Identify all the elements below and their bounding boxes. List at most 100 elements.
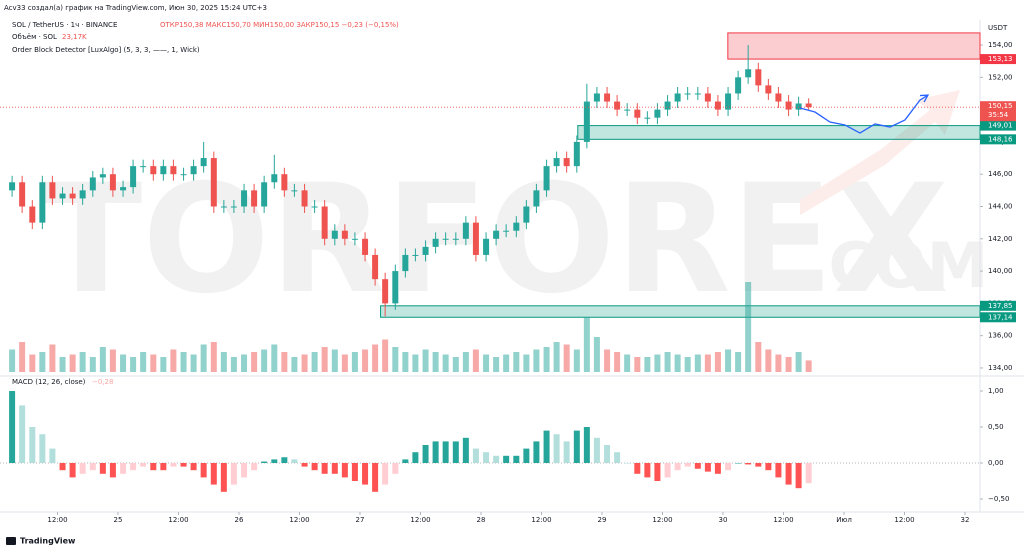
price-label: 149,01 bbox=[988, 122, 1013, 130]
volume-bar bbox=[351, 352, 358, 372]
macd-bar bbox=[493, 455, 500, 463]
macd-bar bbox=[180, 462, 187, 467]
volume-bar bbox=[331, 349, 338, 372]
candle-body bbox=[140, 166, 147, 168]
volume-bar bbox=[684, 357, 691, 372]
volume-bar bbox=[735, 352, 742, 372]
candle-body bbox=[412, 254, 419, 256]
macd-bar bbox=[69, 462, 76, 478]
author-line: Acv33 создал(а) график на TradingView.co… bbox=[4, 4, 267, 12]
price-label-bg bbox=[980, 134, 1016, 145]
candle-body bbox=[180, 174, 187, 176]
x-tick-label: 28 bbox=[477, 516, 486, 524]
candle-body bbox=[261, 182, 268, 207]
volume-bar bbox=[432, 352, 439, 372]
volume-bar bbox=[523, 354, 530, 372]
volume-bar bbox=[382, 339, 389, 372]
candle-body bbox=[39, 182, 46, 223]
volume-bar bbox=[553, 342, 560, 372]
candle-body bbox=[29, 206, 36, 223]
volume-bar bbox=[19, 342, 26, 372]
candle-body bbox=[805, 103, 812, 108]
volume-bar bbox=[9, 349, 16, 372]
macd-bar bbox=[614, 452, 621, 463]
macd-bar bbox=[634, 462, 641, 474]
volume-bar bbox=[472, 349, 479, 372]
volume-bar bbox=[180, 352, 187, 372]
volume-bar bbox=[614, 352, 621, 372]
candle-body bbox=[745, 69, 752, 78]
macd-last: −0,28 bbox=[92, 378, 113, 386]
y-tick-label: 134,00 bbox=[988, 364, 1013, 372]
volume-bar bbox=[362, 349, 369, 372]
macd-bar bbox=[210, 462, 217, 485]
volume-bar bbox=[321, 347, 328, 372]
volume-bar bbox=[462, 352, 469, 372]
volume-bar bbox=[120, 354, 127, 372]
candle-body bbox=[483, 238, 490, 255]
candle-body bbox=[452, 238, 459, 240]
volume-bar bbox=[59, 357, 66, 372]
watermark-text: TORFOREX bbox=[40, 153, 949, 327]
candle-body bbox=[462, 222, 469, 239]
x-tick-label: 12:00 bbox=[773, 516, 793, 524]
macd-bar bbox=[624, 462, 631, 464]
macd-bar bbox=[190, 462, 197, 471]
candle-body bbox=[382, 279, 389, 304]
candle-body bbox=[59, 193, 66, 199]
candle-body bbox=[190, 166, 197, 175]
x-tick-label: 32 bbox=[961, 516, 970, 524]
macd-bar bbox=[674, 462, 681, 471]
candle-body bbox=[523, 206, 530, 223]
candle-body bbox=[553, 158, 560, 167]
candle-body bbox=[785, 101, 792, 110]
macd-bar bbox=[795, 462, 802, 489]
watermark-text: .COM bbox=[805, 229, 988, 302]
macd-bar bbox=[735, 462, 742, 464]
volume-last: 23,17K bbox=[62, 33, 87, 41]
candle-body bbox=[614, 101, 621, 110]
macd-bar bbox=[452, 441, 459, 463]
macd-bar bbox=[89, 462, 96, 471]
macd-bar bbox=[79, 462, 86, 474]
x-tick-label: 27 bbox=[356, 516, 365, 524]
volume-bar bbox=[29, 354, 36, 372]
candle-body bbox=[271, 174, 278, 183]
candle-body bbox=[714, 101, 721, 110]
macd-bar bbox=[271, 459, 278, 463]
y-tick-label: 152,00 bbox=[988, 73, 1013, 81]
volume-bar bbox=[130, 357, 137, 372]
macd-bar bbox=[553, 434, 560, 463]
candle-body bbox=[563, 158, 570, 167]
volume-bar bbox=[755, 342, 762, 372]
candle-body bbox=[654, 109, 661, 118]
watermark-arrow bbox=[800, 90, 960, 215]
candle-body bbox=[694, 93, 701, 95]
macd-bar bbox=[120, 462, 127, 474]
volume-bar bbox=[593, 337, 600, 372]
volume-bar bbox=[341, 354, 348, 372]
candle-body bbox=[291, 190, 298, 192]
macd-bar bbox=[573, 430, 580, 463]
candle-body bbox=[674, 93, 681, 102]
volume-bar bbox=[805, 360, 812, 372]
candle-body bbox=[130, 166, 137, 188]
candle-body bbox=[9, 182, 16, 191]
macd-bar bbox=[785, 462, 792, 485]
price-label: 148,16 bbox=[988, 135, 1013, 143]
volume-bar bbox=[39, 352, 46, 372]
x-tick-label: 12:00 bbox=[47, 516, 67, 524]
macd-bar bbox=[160, 462, 167, 471]
candle-body bbox=[19, 182, 26, 207]
candle-body bbox=[170, 166, 177, 175]
volume-bar bbox=[150, 354, 157, 372]
candle-body bbox=[735, 77, 742, 94]
volume-bar bbox=[624, 354, 631, 372]
volume-bar bbox=[694, 354, 701, 372]
macd-bar bbox=[583, 427, 590, 463]
candle-body bbox=[69, 193, 76, 199]
y-tick-label: 146,00 bbox=[988, 170, 1013, 178]
ohlc: ОТКР150,38 МАКС150,70 МИН150,00 ЗАКР150,… bbox=[160, 21, 399, 29]
x-tick-label: 25 bbox=[114, 516, 123, 524]
